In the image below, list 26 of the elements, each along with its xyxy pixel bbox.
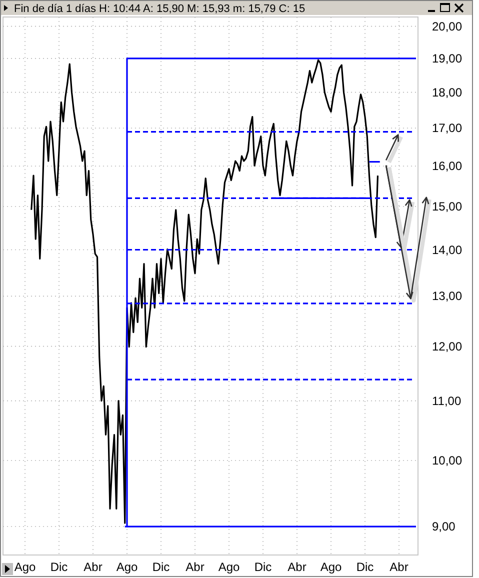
chart-title: Fin de día 1 días H: 10:44 A: 15,90 M: 15,93 m: 15,79 C: 15 <box>14 3 306 15</box>
y-tick-label: 12,00 <box>432 339 462 354</box>
x-tick-label: Dic <box>50 560 68 574</box>
y-tick-label: 18,00 <box>432 85 462 100</box>
y-tick-label: 19,00 <box>432 51 462 66</box>
x-tick-label: Abr <box>186 560 204 574</box>
y-tick-label: 15,00 <box>432 200 462 214</box>
y-tick-label: 13,00 <box>432 289 462 304</box>
x-tick-label: Ago <box>116 560 138 574</box>
y-tick-label: 20,00 <box>432 19 462 34</box>
y-tick-label: 9,00 <box>432 520 456 534</box>
x-tick-label: Ago <box>14 560 36 574</box>
y-tick-label: 10,00 <box>432 454 462 468</box>
y-tick-label: 14,00 <box>432 242 462 257</box>
x-tick-label: Dic <box>254 560 272 574</box>
y-tick-label: 17,00 <box>432 121 462 136</box>
line-series <box>30 59 379 524</box>
x-tick-label: Abr <box>288 560 306 574</box>
y-tick-label: 11,00 <box>432 394 462 408</box>
y-tick-label: 16,00 <box>432 159 462 174</box>
x-tick-label: Abr <box>390 560 408 574</box>
x-tick-label: Dic <box>152 560 170 574</box>
x-tick-label: Abr <box>84 560 102 574</box>
x-tick-label: Ago <box>320 560 342 574</box>
x-tick-label: Dic <box>356 560 374 574</box>
x-tick-label: Ago <box>218 560 240 574</box>
